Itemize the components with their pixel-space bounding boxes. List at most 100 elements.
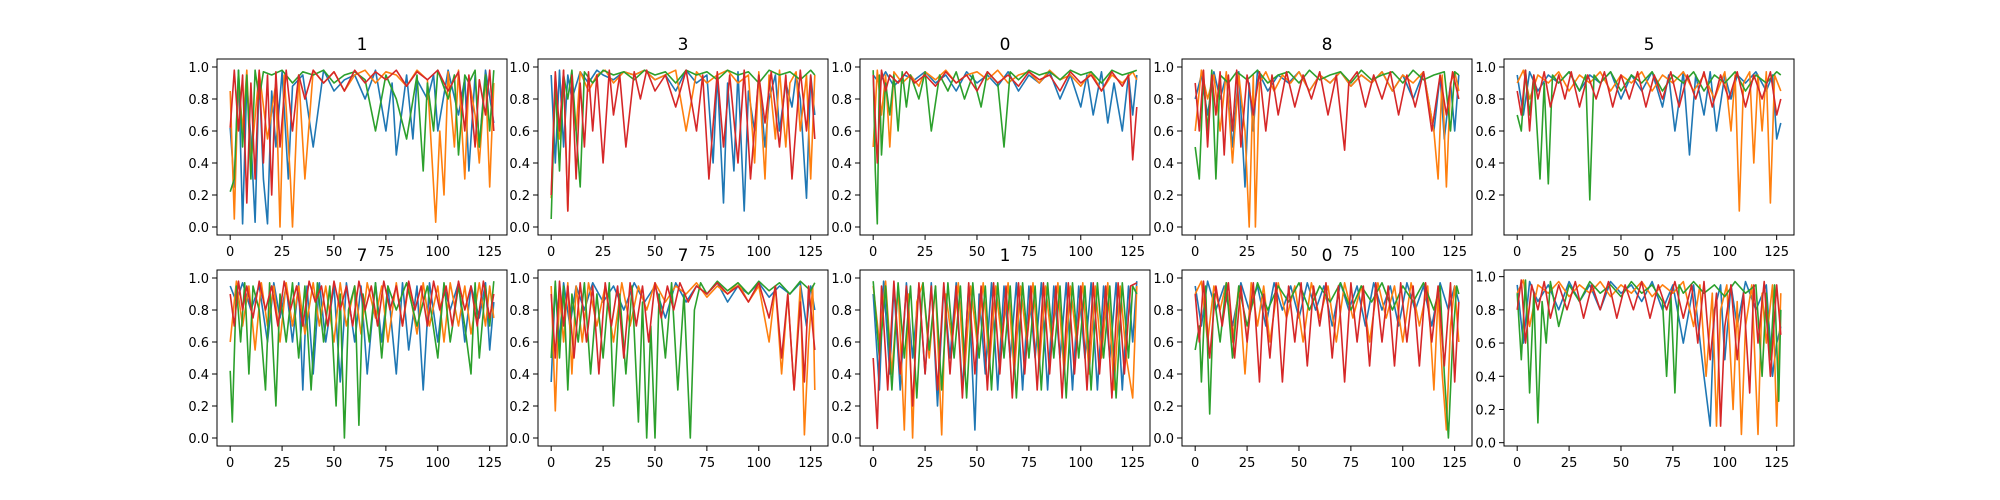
series-line-4 [229, 69, 495, 204]
x-tick-label: 0 [226, 456, 234, 471]
x-tick-label: 100 [1068, 245, 1093, 260]
series-group [1516, 279, 1782, 436]
x-tick-label: 75 [699, 456, 716, 471]
y-tick-label: 0.6 [1153, 125, 1174, 140]
subplot-10: 0 25 50 75 100 125 0.0 0.2 0.4 0.6 0.8 1.0 0 [1475, 246, 1795, 471]
y-tick-label: 0.8 [188, 304, 209, 319]
series-group [872, 69, 1138, 225]
x-tick-label: 100 [1068, 456, 1093, 471]
series-line-4 [1516, 279, 1782, 427]
series-line-4 [1194, 280, 1460, 383]
y-tick-label: 1.0 [509, 272, 530, 287]
x-tick-label: 125 [1442, 456, 1467, 471]
y-tick-label: 0.4 [1153, 368, 1174, 383]
subplot-title: 7 [357, 246, 368, 266]
y-tick-label: 0.4 [1475, 157, 1496, 172]
x-tick-label: 125 [798, 245, 823, 260]
x-tick-label: 25 [274, 456, 291, 471]
x-tick-label: 100 [1712, 245, 1737, 260]
y-tick-label: 0.6 [188, 336, 209, 351]
x-tick-label: 0 [1191, 245, 1199, 260]
series-line-4 [1194, 69, 1460, 156]
series-group [229, 280, 495, 439]
x-tick-label: 75 [1021, 245, 1038, 260]
y-tick-label: 0.2 [1153, 189, 1174, 204]
subplot-4: 0 25 50 75 100 125 0.0 0.2 0.4 0.6 0.8 1.0 8 [1153, 35, 1473, 260]
y-tick-label: 0.0 [509, 432, 530, 447]
x-tick-label: 50 [326, 245, 343, 260]
subplot-8: 0 25 50 75 100 125 0.0 0.2 0.4 0.6 0.8 1.0 1 [831, 246, 1151, 471]
subplot-title: 0 [1322, 246, 1333, 266]
series-line-2 [1194, 280, 1460, 431]
y-tick-label: 0.4 [1475, 370, 1496, 385]
subplot-title: 7 [678, 246, 689, 266]
y-tick-label: 0.2 [1153, 400, 1174, 415]
x-tick-label: 0 [547, 245, 555, 260]
y-tick-label: 1.0 [509, 61, 530, 76]
subplot-title: 5 [1644, 35, 1655, 55]
x-tick-label: 100 [1712, 456, 1737, 471]
x-tick-label: 100 [746, 245, 771, 260]
x-tick-label: 25 [1239, 456, 1256, 471]
y-tick-label: 0.2 [1475, 403, 1496, 418]
x-tick-label: 0 [1191, 456, 1199, 471]
x-tick-label: 50 [1291, 245, 1308, 260]
axes-frame [1503, 269, 1795, 447]
subplot-7: 0 25 50 75 100 125 0.0 0.2 0.4 0.6 0.8 1.0 7 [509, 246, 829, 471]
subplot-2: 0 25 50 75 100 125 0.0 0.2 0.4 0.6 0.8 1.0 3 [509, 35, 829, 260]
axes-frame [537, 58, 829, 236]
y-tick-label: 1.0 [1153, 272, 1174, 287]
y-tick-label: 0.2 [509, 400, 530, 415]
y-tick-label: 0.2 [188, 189, 209, 204]
y-tick-label: 0.6 [831, 125, 852, 140]
x-tick-label: 50 [647, 456, 664, 471]
subplot-3: 0 25 50 75 100 125 0.0 0.2 0.4 0.6 0.8 1.0 0 [831, 35, 1151, 260]
x-tick-label: 100 [425, 456, 450, 471]
x-tick-label: 0 [226, 245, 234, 260]
x-tick-label: 75 [378, 245, 395, 260]
series-line-3 [229, 69, 495, 193]
y-tick-label: 1.0 [831, 61, 852, 76]
x-tick-label: 125 [477, 456, 502, 471]
x-tick-label: 125 [1764, 456, 1789, 471]
x-tick-label: 50 [1291, 456, 1308, 471]
y-tick-label: 0.8 [831, 304, 852, 319]
x-tick-label: 125 [798, 456, 823, 471]
x-tick-label: 25 [917, 245, 934, 260]
x-tick-label: 25 [1239, 245, 1256, 260]
series-line-2 [1516, 69, 1782, 212]
series-line-4 [1516, 69, 1782, 132]
y-tick-label: 0.6 [1475, 125, 1496, 140]
series-group [1194, 280, 1460, 439]
x-tick-label: 75 [1665, 245, 1682, 260]
x-tick-label: 0 [1513, 456, 1521, 471]
series-line-4 [229, 280, 495, 327]
x-tick-label: 100 [1390, 245, 1415, 260]
x-tick-label: 125 [1442, 245, 1467, 260]
subplot-5: 0 25 50 75 100 125 0.2 0.4 0.6 0.8 1.0 5 [1475, 35, 1795, 260]
x-tick-label: 75 [1343, 245, 1360, 260]
y-tick-label: 0.2 [831, 400, 852, 415]
series-line-4 [872, 280, 1138, 430]
y-tick-label: 0.8 [188, 93, 209, 108]
axes-frame [216, 58, 508, 236]
axes-frame [216, 269, 508, 447]
x-tick-label: 75 [378, 456, 395, 471]
x-tick-label: 50 [647, 245, 664, 260]
x-tick-label: 0 [869, 245, 877, 260]
subplot-1: 0 25 50 75 100 125 0.0 0.2 0.4 0.6 0.8 1.0 1 [188, 35, 508, 260]
y-tick-label: 1.0 [831, 272, 852, 287]
axes-frame [859, 58, 1151, 236]
subplot-title: 1 [1000, 246, 1011, 266]
series-line-4 [872, 69, 1138, 164]
series-line-3 [872, 281, 1138, 399]
subplot-6: 0 25 50 75 100 125 0.0 0.2 0.4 0.6 0.8 1.0 7 [188, 246, 508, 471]
y-tick-label: 0.0 [831, 221, 852, 236]
axes-frame [1181, 58, 1473, 236]
x-tick-label: 50 [1613, 245, 1630, 260]
x-tick-label: 0 [547, 456, 555, 471]
x-tick-label: 0 [869, 456, 877, 471]
series-line-1 [229, 69, 495, 225]
series-line-4 [550, 280, 816, 391]
